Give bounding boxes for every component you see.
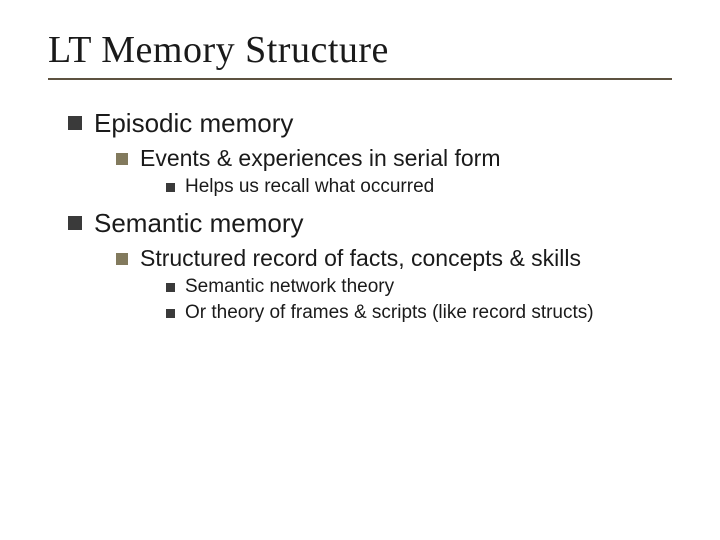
square-bullet-icon	[166, 283, 175, 292]
lvl1-text: Episodic memory	[94, 108, 293, 139]
slide-title: LT Memory Structure	[48, 28, 672, 72]
list-item: Or theory of frames & scripts (like reco…	[166, 302, 672, 324]
lvl3-text: Semantic network theory	[185, 276, 394, 298]
list-item: Semantic network theory	[166, 276, 672, 298]
lvl3-text: Helps us recall what occurred	[185, 176, 434, 198]
list-item: Helps us recall what occurred	[166, 176, 672, 198]
square-bullet-icon	[116, 153, 128, 165]
square-bullet-icon	[68, 216, 82, 230]
lvl2-text: Structured record of facts, concepts & s…	[140, 245, 581, 272]
list-item: Structured record of facts, concepts & s…	[116, 245, 672, 272]
slide: LT Memory Structure Episodic memory Even…	[0, 0, 720, 540]
square-bullet-icon	[116, 253, 128, 265]
list-item: Episodic memory	[68, 108, 672, 139]
lvl3-text: Or theory of frames & scripts (like reco…	[185, 302, 594, 324]
list-item: Events & experiences in serial form	[116, 145, 672, 172]
square-bullet-icon	[68, 116, 82, 130]
list-item: Semantic memory	[68, 208, 672, 239]
lvl1-text: Semantic memory	[94, 208, 304, 239]
title-rule	[48, 78, 672, 80]
lvl2-text: Events & experiences in serial form	[140, 145, 501, 172]
square-bullet-icon	[166, 309, 175, 318]
square-bullet-icon	[166, 183, 175, 192]
